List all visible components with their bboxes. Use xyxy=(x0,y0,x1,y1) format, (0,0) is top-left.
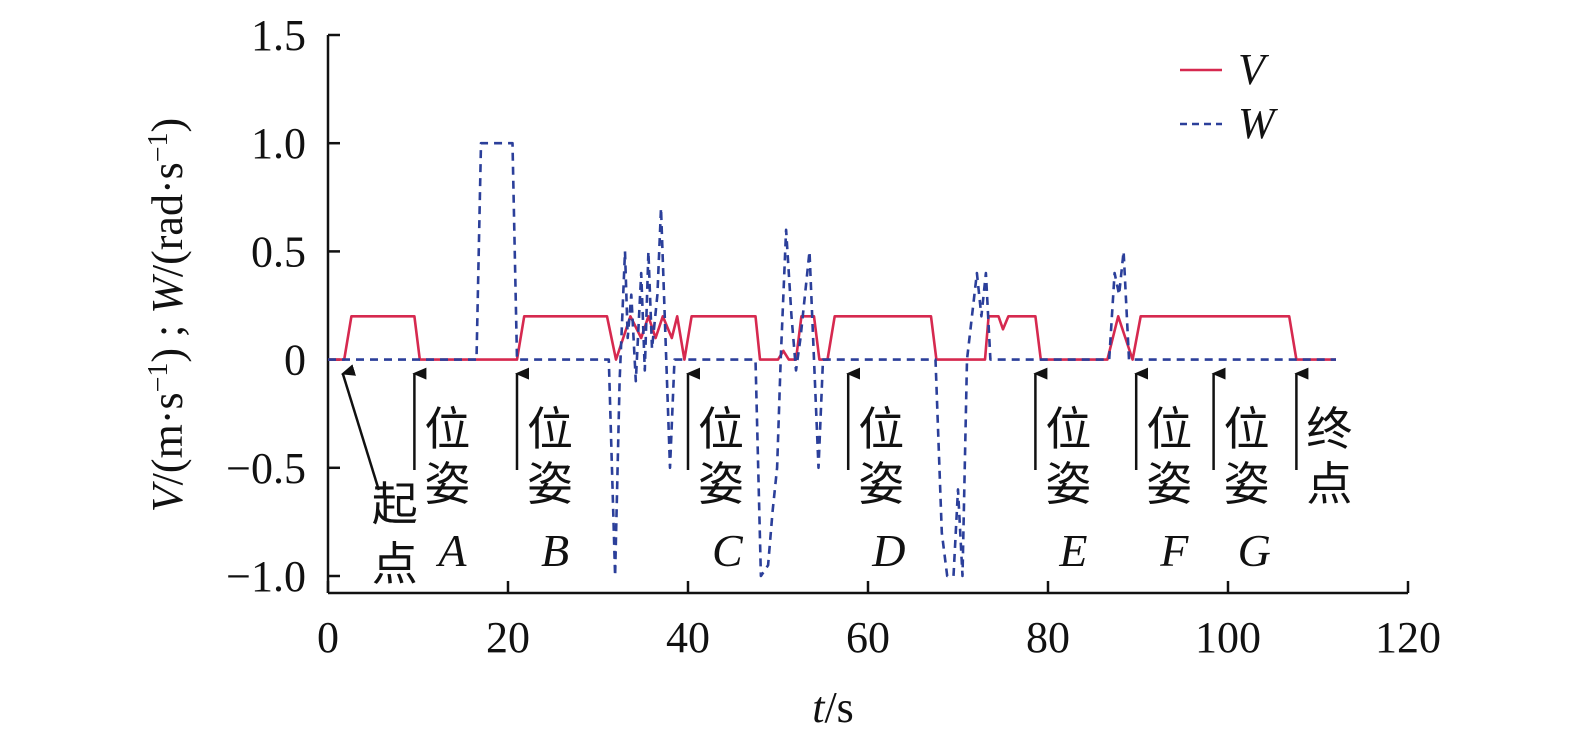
annotation-label: 位 xyxy=(698,402,744,456)
annotation-letter: F xyxy=(1159,525,1189,576)
annotation-label: 姿 xyxy=(527,457,573,511)
series-layer xyxy=(328,141,1336,578)
annotation-label: 姿 xyxy=(1045,457,1091,511)
annotation-label: 位 xyxy=(1045,402,1091,456)
annotation-letter: A xyxy=(435,525,467,576)
annotation-label: 姿 xyxy=(424,457,470,511)
x-tick-label: 0 xyxy=(317,613,339,662)
x-tick-label: 100 xyxy=(1195,613,1261,662)
y-axis-label: V/(m·s−1) ; W/(rad·s−1) xyxy=(143,118,193,512)
annotation-letter: E xyxy=(1058,525,1087,576)
annotation-label: 点 xyxy=(1306,457,1352,511)
legend: V W xyxy=(1180,45,1278,148)
x-axis-label: t/s xyxy=(812,683,854,732)
x-tick-label: 40 xyxy=(666,613,710,662)
annotation-label: 位 xyxy=(1224,402,1270,456)
y-tick-label: 0 xyxy=(284,336,306,385)
annotation-letter: D xyxy=(871,525,905,576)
annotation-label: 终 xyxy=(1306,402,1352,456)
annotation-label: 起 xyxy=(372,477,418,531)
y-ticks: 1.5 1.0 0.5 0 −0.5 −1.0 xyxy=(226,11,340,601)
x-tick-label: 80 xyxy=(1026,613,1070,662)
annotation-label: 姿 xyxy=(1224,457,1270,511)
annotation-letter: B xyxy=(541,525,569,576)
y-tick-label: −0.5 xyxy=(226,444,306,493)
x-ticks: 0 20 40 60 80 100 120 xyxy=(317,581,1441,662)
y-tick-label: 1.5 xyxy=(251,11,306,60)
start-arrow xyxy=(340,364,380,491)
annotation-letter: C xyxy=(712,525,744,576)
y-tick-label: 1.0 xyxy=(251,119,306,168)
annotation-letter: G xyxy=(1238,525,1271,576)
series-w-line xyxy=(328,141,1336,578)
annotation-label: 姿 xyxy=(1146,457,1192,511)
series-v-line xyxy=(328,315,1336,361)
legend-label-v: V xyxy=(1238,45,1270,94)
annotation-label: 姿 xyxy=(858,457,904,511)
y-tick-label: −1.0 xyxy=(226,552,306,601)
x-tick-label: 20 xyxy=(486,613,530,662)
y-tick-label: 0.5 xyxy=(251,227,306,276)
annotation-label: 点 xyxy=(372,537,418,591)
annotation-label: 位 xyxy=(858,402,904,456)
annotation-label: 位 xyxy=(1146,402,1192,456)
annotation-label: 姿 xyxy=(698,457,744,511)
x-tick-label: 120 xyxy=(1375,613,1441,662)
legend-label-w: W xyxy=(1238,99,1278,148)
annotation-label: 位 xyxy=(424,402,470,456)
annotation-label: 位 xyxy=(527,402,573,456)
x-tick-label: 60 xyxy=(846,613,890,662)
